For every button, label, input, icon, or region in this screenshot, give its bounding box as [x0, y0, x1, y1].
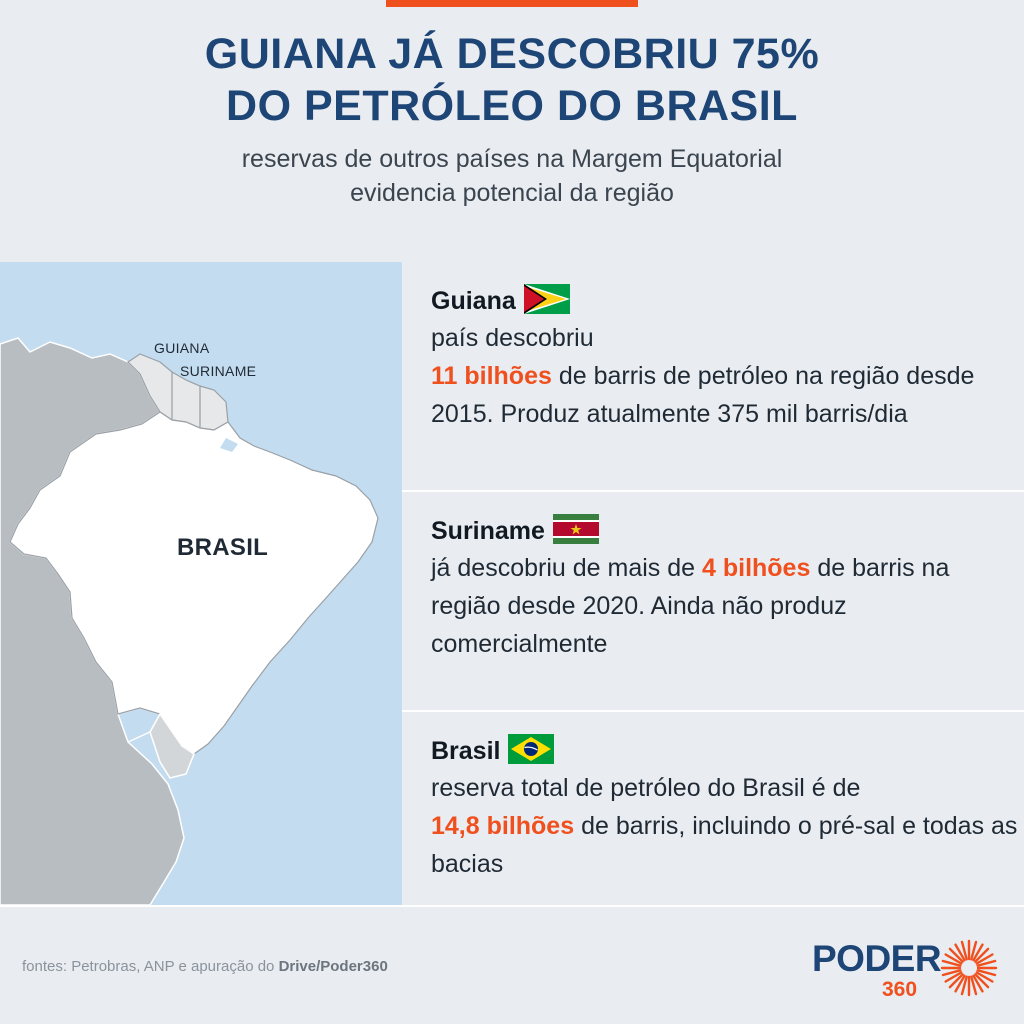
sun-ray [972, 943, 984, 962]
country-name: Brasil [431, 736, 501, 765]
sun-ray [941, 969, 962, 977]
bottom-divider [0, 905, 1024, 907]
country-description: país descobriu 11 bilhões de barris de p… [431, 319, 1024, 433]
text-after: de barris na região desde 2020. Ainda nã… [431, 554, 950, 658]
map-label-guiana: GUIANA [154, 340, 210, 356]
guyana-flag-icon [523, 283, 570, 319]
info-block-guiana: Guiana país descobriu 11 bilhões de barr… [402, 262, 1024, 490]
map-label-suriname: SURINAME [180, 363, 257, 379]
country-name: Guiana [431, 286, 516, 315]
title-line-1: GUIANA JÁ DESCOBRIU 75% [204, 30, 820, 78]
sun-ray [972, 974, 984, 993]
sun-ray [975, 971, 994, 983]
map-graphic [0, 337, 379, 905]
sun-ray [954, 974, 966, 993]
brazil-flag-icon [508, 733, 555, 769]
sun-ray [970, 975, 978, 996]
sun-ray [954, 943, 966, 962]
page-title: GUIANA JÁ DESCOBRIU 75% DO PETRÓLEO DO B… [0, 28, 1024, 132]
text-after: de barris, incluindo o pré-sal e todas a… [431, 812, 1018, 878]
top-accent-bar [386, 0, 638, 7]
logo-word: PODER [812, 938, 942, 979]
source-footer: fontes: Petrobras, ANP e apuração do Dri… [22, 958, 388, 975]
sun-ray [976, 959, 997, 967]
country-description: já descobriu de mais de 4 bilhões de bar… [431, 549, 1024, 663]
highlight-value: 14,8 bilhões [431, 812, 575, 840]
source-bold-text: Drive/Poder360 [278, 958, 388, 975]
sun-ray [974, 947, 990, 963]
suriname-flag-icon [552, 513, 599, 549]
title-line-2: DO PETRÓLEO DO BRASIL [226, 82, 798, 130]
map-label-brasil: BRASIL [177, 534, 269, 561]
source-text: fontes: Petrobras, ANP e apuração do [22, 958, 275, 975]
country-description: reserva total de petróleo do Brasil é de… [431, 769, 1024, 883]
highlight-value: 11 bilhões [431, 362, 552, 390]
subtitle-line-2: evidencia potencial da região [350, 179, 674, 207]
country-header: Brasil [431, 733, 1024, 769]
text-before: país descobriu [431, 324, 594, 352]
logo-number: 360 [882, 978, 918, 1001]
subtitle-line-1: reservas de outros países na Margem Equa… [241, 145, 783, 173]
amazon-delta [220, 438, 238, 452]
sun-ray [948, 947, 964, 963]
info-block-brasil: Brasil reserva total de petróleo do Bras… [402, 710, 1024, 905]
country-name: Suriname [431, 516, 545, 545]
country-header: Guiana [431, 283, 1024, 319]
page-subtitle: reservas de outros países na Margem Equa… [0, 142, 1024, 210]
sun-ray [976, 969, 997, 977]
sun-ray [960, 940, 968, 961]
country-header: Suriname [431, 513, 1024, 549]
guianas-borders [171, 372, 201, 428]
text-before: já descobriu de mais de [431, 554, 696, 582]
sun-ray [944, 953, 963, 965]
south-america-map: GUIANA SURINAME BRASIL [0, 262, 402, 905]
info-block-suriname: Suriname já descobriu de mais de 4 bilhõ… [402, 490, 1024, 710]
text-after: de barris de petróleo na região desde 20… [431, 362, 975, 428]
poder360-logo: PODER 360 [812, 938, 1002, 1008]
sun-ray [941, 959, 962, 967]
sun-ray [970, 940, 978, 961]
highlight-value: 4 bilhões [702, 554, 811, 582]
sun-ray [944, 971, 963, 983]
sun-ray [974, 973, 990, 989]
sun-ray [948, 973, 964, 989]
text-before: reserva total de petróleo do Brasil é de [431, 774, 861, 802]
brazil-shape [9, 411, 379, 755]
sun-ray [975, 953, 994, 965]
uruguay-shape [149, 712, 195, 779]
sun-ray [960, 975, 968, 996]
sun-rays-icon [940, 939, 998, 997]
